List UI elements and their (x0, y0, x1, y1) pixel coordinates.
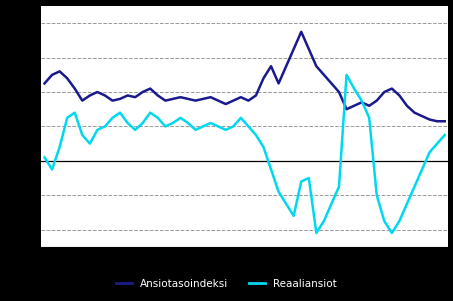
Legend: Ansiotasoindeksi, Reaaliansiot: Ansiotasoindeksi, Reaaliansiot (112, 275, 341, 293)
